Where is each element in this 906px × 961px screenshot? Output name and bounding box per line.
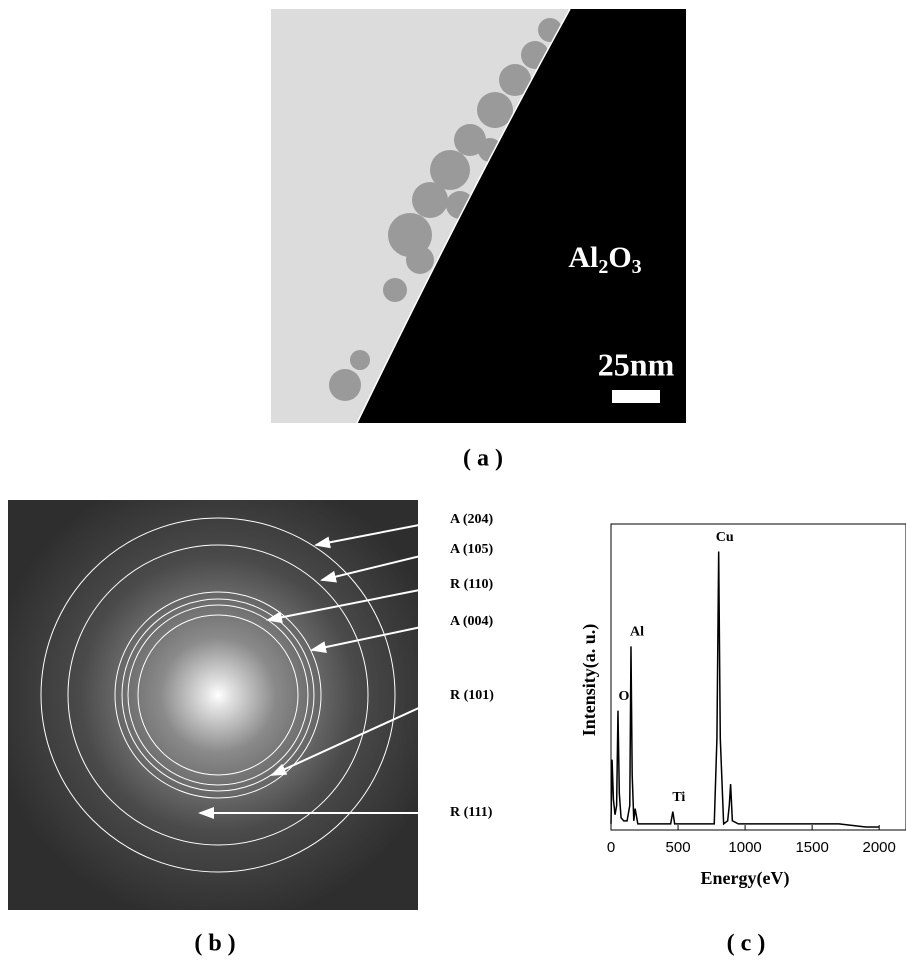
x-axis-label: Energy(eV) [701, 868, 790, 889]
diffraction-image [8, 500, 418, 910]
peak-label: Al [630, 625, 644, 640]
peak-label: Cu [716, 530, 734, 545]
eds-spectrum: 0 500 1000 1500 2000 O Al Ti Cu [607, 524, 906, 856]
x-tick-label: 500 [666, 839, 691, 856]
ring-label: A (204) [450, 512, 494, 527]
spectrum-line [611, 552, 879, 827]
caption: ( c ) [727, 931, 766, 957]
x-tick-label: 2000 [862, 839, 895, 856]
caption: ( a ) [463, 446, 503, 472]
ring-label: R (111) [450, 805, 493, 820]
peak-label: O [619, 689, 630, 704]
ring-label: A (004) [450, 614, 494, 629]
scale-bar-label: 25nm [598, 346, 675, 382]
page: Al2O3 25nm ( a ) A (204)A (105)R (110)A … [0, 0, 906, 961]
figure: Al2O3 25nm ( a ) A (204)A (105)R (110)A … [0, 0, 906, 961]
ring-label: R (101) [450, 688, 494, 703]
ring-label: A (105) [450, 542, 494, 557]
peak-label: Ti [672, 790, 685, 805]
x-tick-label: 1000 [728, 839, 761, 856]
x-tick-label: 0 [607, 839, 615, 856]
x-tick-label: 1500 [795, 839, 828, 856]
y-axis-label: Intensity(a. u.) [579, 624, 600, 737]
caption: ( b ) [194, 931, 235, 957]
ring-label: R (110) [450, 577, 494, 592]
